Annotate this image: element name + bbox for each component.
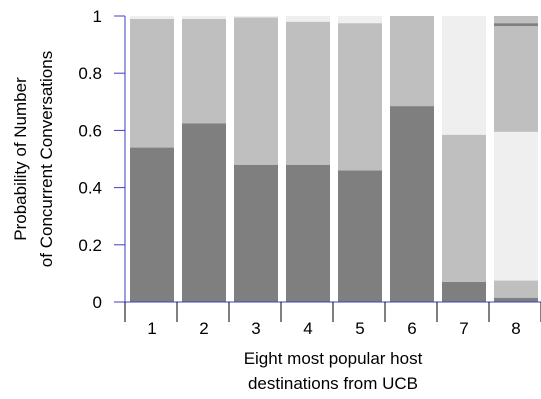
x-tick-label: 6 [407, 319, 416, 338]
x-axis-title-line: destinations from UCB [248, 374, 418, 393]
bar-segment [494, 26, 538, 132]
y-tick-label: 0.4 [78, 179, 102, 198]
x-tick-label: 1 [147, 319, 156, 338]
bar-layer [130, 16, 538, 302]
bar-segment [338, 16, 382, 24]
x-tick-label: 3 [251, 319, 260, 338]
bar-segment [442, 281, 486, 302]
label-layer: 0 0.2 0.4 0.6 0.8 1 1 2 3 4 5 6 7 8 Eight most popular… [11, 7, 521, 393]
y-tick-label: 0.2 [78, 236, 102, 255]
y-tick-label: 0.6 [78, 121, 102, 140]
y-tick-label: 0 [93, 293, 102, 312]
bar-segment [390, 16, 434, 107]
y-tick-label: 0.8 [78, 64, 102, 83]
bar-segment [130, 147, 174, 302]
bar-segment [390, 106, 434, 302]
bar-segment [442, 16, 486, 135]
bar-segment [182, 16, 226, 19]
bar-segment [234, 164, 278, 302]
bar-segment [286, 21, 330, 165]
axes-layer [114, 15, 541, 322]
bar-segment [338, 23, 382, 171]
bar-segment [494, 297, 538, 302]
bar-segment [494, 23, 538, 27]
bar-segment [338, 170, 382, 302]
bar-segment [494, 16, 538, 24]
bar-segment [130, 18, 174, 148]
y-axis-title-line: Probability of Number [11, 77, 30, 241]
bar-segment [182, 123, 226, 302]
x-tick-label: 8 [511, 319, 520, 338]
bar-segment [234, 16, 278, 18]
bar-segment [494, 131, 538, 281]
bar-segment [234, 17, 278, 165]
y-tick-label: 1 [93, 7, 102, 26]
y-axis-title-line: of Concurrent Conversations [37, 51, 56, 267]
x-tick-label: 5 [355, 319, 364, 338]
bar-segment [182, 18, 226, 124]
x-tick-label: 7 [459, 319, 468, 338]
bar-segment [130, 16, 174, 19]
bar-segment [494, 280, 538, 298]
x-tick-label: 2 [199, 319, 208, 338]
bar-segment [286, 164, 330, 302]
bar-segment [286, 16, 330, 22]
x-axis-title-line: Eight most popular host [244, 349, 423, 368]
x-tick-label: 4 [303, 319, 312, 338]
bar-segment [442, 134, 486, 282]
